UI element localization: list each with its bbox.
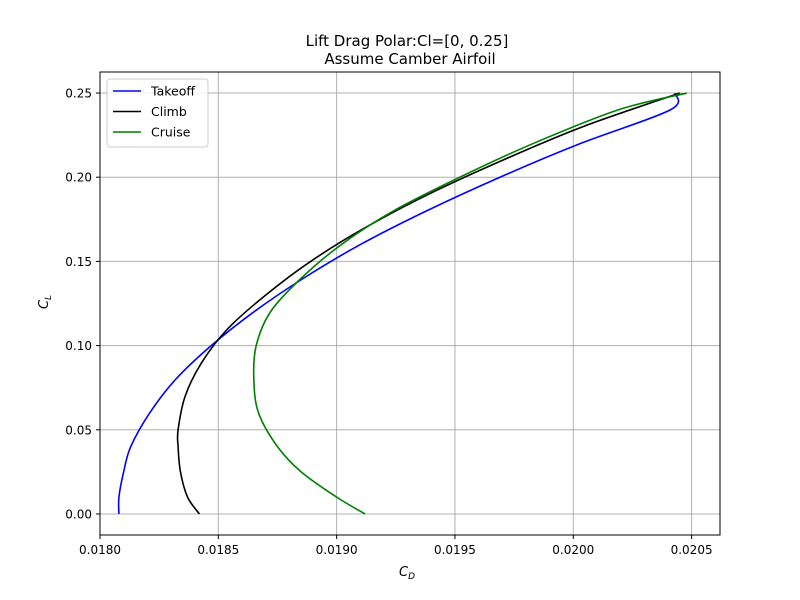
grid: [99, 72, 720, 535]
x-axis-ticks: 0.0180 0.0185 0.0190 0.0195 0.0200 0.0205: [79, 535, 713, 557]
y-tick-label: 0.25: [65, 87, 92, 101]
chart-subtitle: Assume Camber Airfoil: [324, 50, 495, 68]
legend-label-climb: Climb: [151, 104, 187, 119]
x-tick-label: 0.0205: [671, 543, 713, 557]
chart-title: Lift Drag Polar:Cl=[0, 0.25]: [306, 32, 509, 50]
legend-entries: Takeoff Climb Cruise: [113, 84, 195, 140]
y-tick-label: 0.00: [65, 507, 92, 521]
series-line-cruise: [252, 92, 688, 515]
legend-label-cruise: Cruise: [151, 125, 191, 140]
plot-frame: [99, 71, 721, 536]
y-axis-label: CL: [37, 295, 54, 309]
series-line-takeoff: [117, 92, 680, 514]
series-line-climb: [176, 92, 681, 515]
x-tick-label: 0.0200: [552, 543, 594, 557]
x-tick-label: 0.0180: [79, 543, 121, 557]
y-tick-label: 0.20: [65, 171, 92, 185]
x-axis-label-main: C: [399, 565, 409, 580]
series-lines: [117, 92, 688, 515]
x-tick-label: 0.0185: [197, 543, 239, 557]
legend: Takeoff Climb Cruise: [106, 78, 209, 148]
y-tick-label: 0.10: [65, 339, 92, 353]
y-tick-label: 0.15: [65, 255, 92, 269]
y-tick-label: 0.05: [65, 423, 92, 437]
legend-label-takeoff: Takeoff: [150, 84, 195, 99]
legend-box: [106, 78, 209, 148]
y-axis-ticks: 0.00 0.05 0.10 0.15 0.20 0.25: [65, 87, 100, 521]
x-axis-label: CD: [399, 565, 415, 582]
x-axis-label-sub: D: [408, 572, 415, 582]
x-tick-label: 0.0195: [434, 543, 476, 557]
y-axis-label-sub: L: [44, 295, 54, 300]
x-tick-label: 0.0190: [316, 543, 358, 557]
y-axis-label-main: C: [37, 299, 52, 309]
